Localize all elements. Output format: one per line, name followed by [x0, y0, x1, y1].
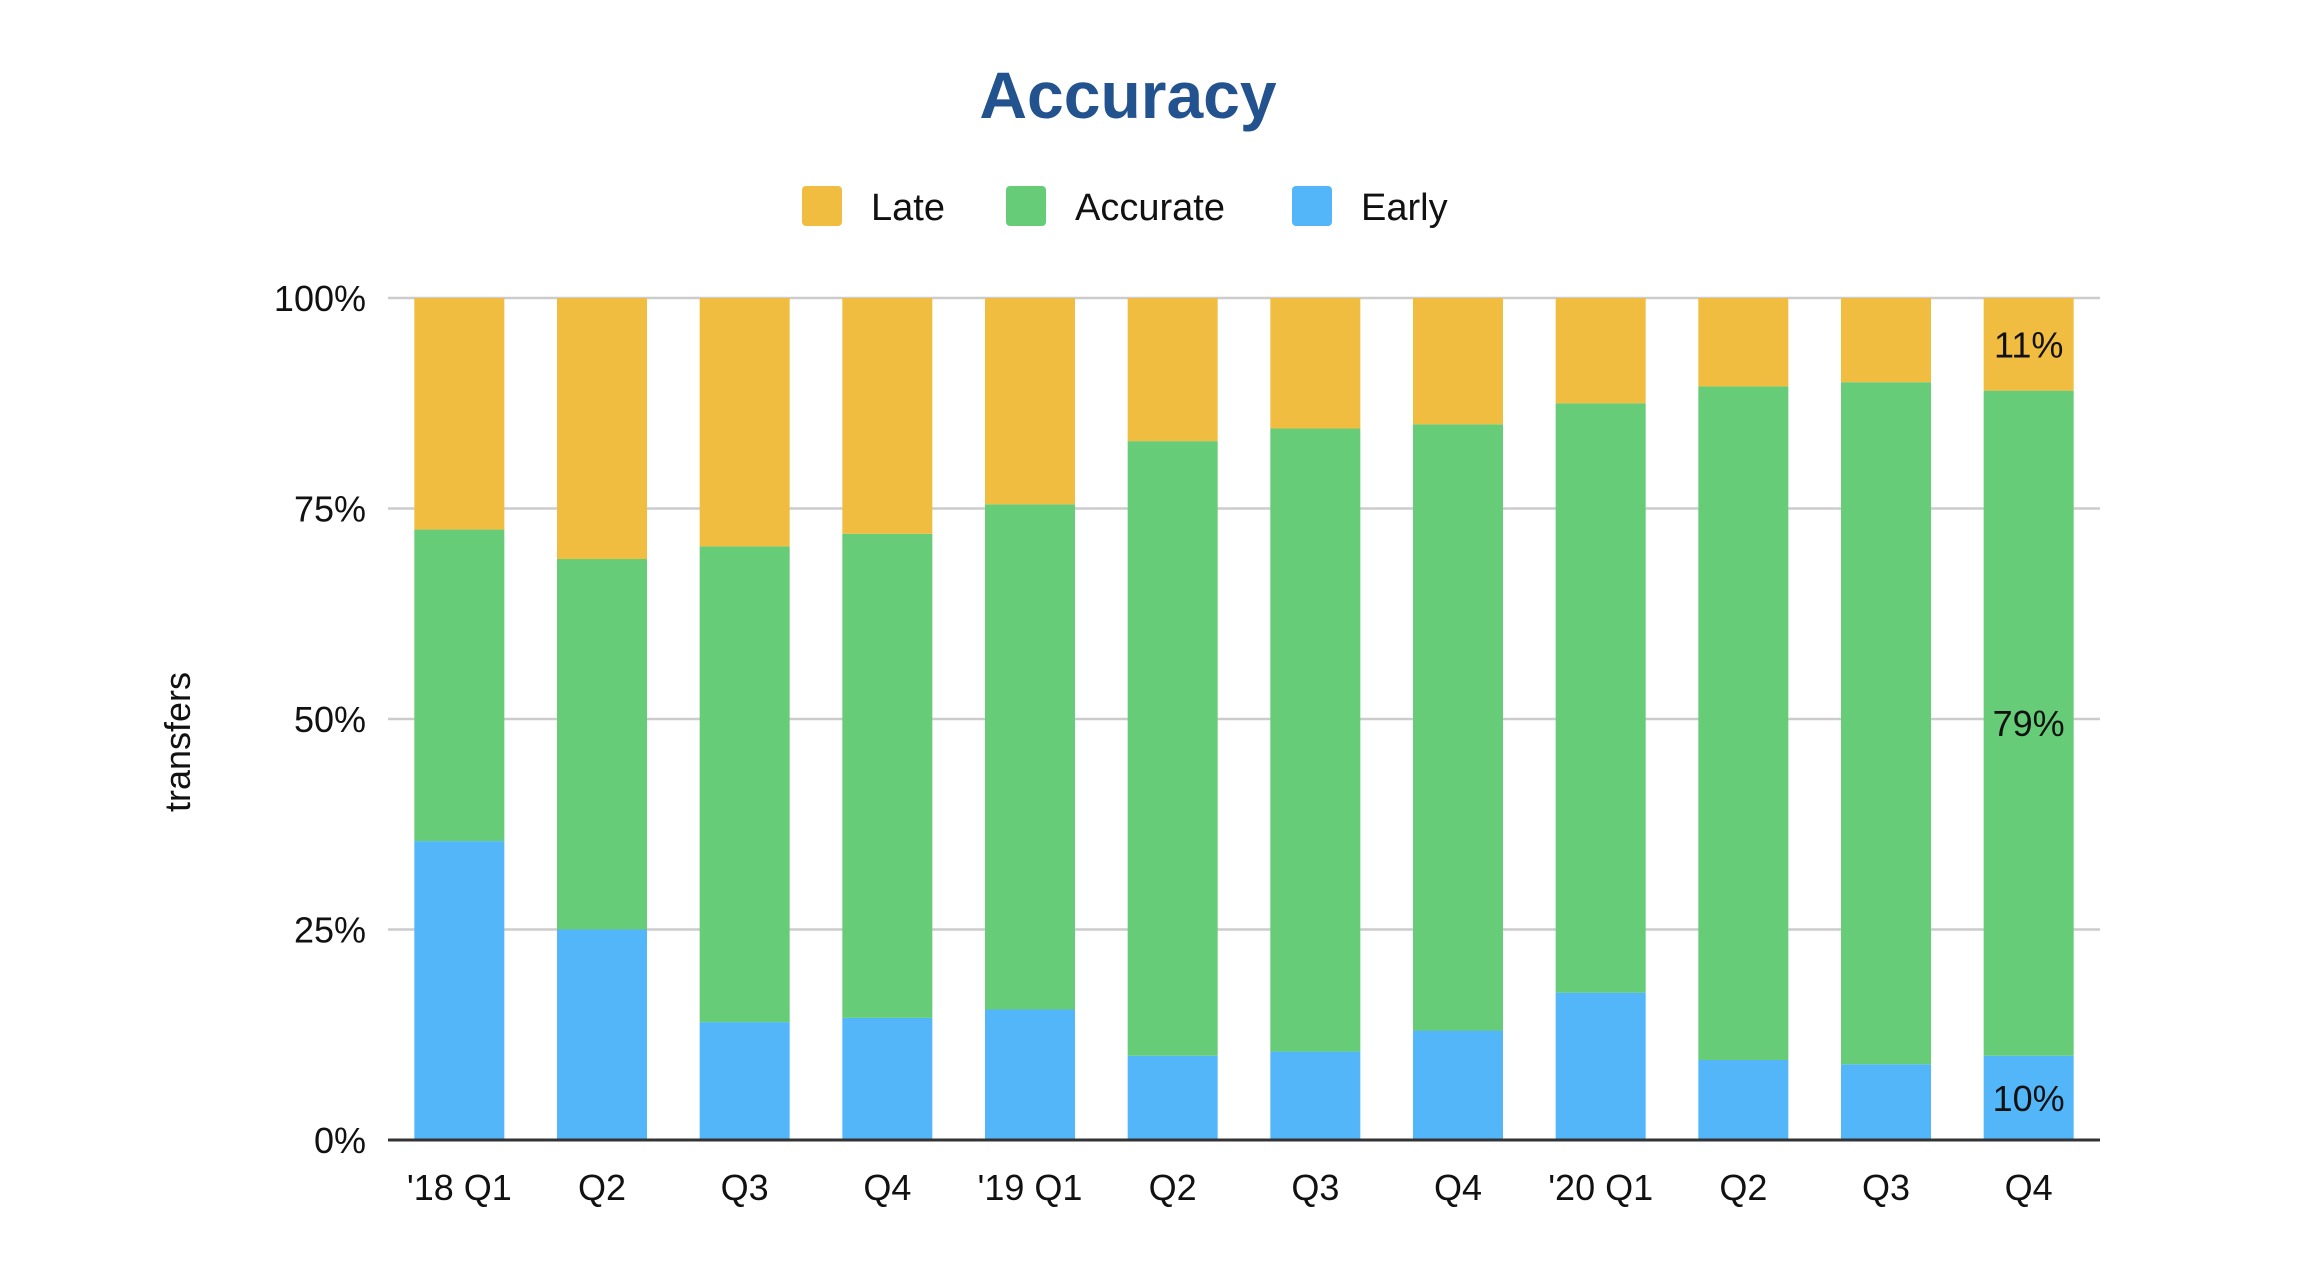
y-axis-label: transfers — [157, 672, 198, 812]
x-tick-label: '20 Q1 — [1548, 1167, 1653, 1208]
x-tick-label: Q4 — [863, 1167, 911, 1208]
legend-swatch — [1006, 186, 1046, 226]
data-labels: 11% 79% 10% — [1993, 324, 2065, 1119]
legend-item-accurate: Accurate — [1006, 186, 1225, 229]
bar-segment-early — [699, 1022, 790, 1140]
bar-segment-late — [699, 298, 790, 547]
bar-segment-accurate — [1555, 403, 1646, 993]
y-tick-label: 50% — [294, 699, 366, 740]
bar-segment-accurate — [842, 533, 933, 1018]
bar-segment-accurate — [1270, 428, 1361, 1052]
x-tick-label: Q3 — [1862, 1167, 1910, 1208]
bar-segment-late — [1698, 298, 1789, 387]
legend-label: Accurate — [1075, 187, 1225, 229]
legend-label: Late — [871, 187, 945, 229]
x-tick-label: Q2 — [1149, 1167, 1197, 1208]
legend-label: Early — [1361, 187, 1448, 229]
bar-segment-late — [1555, 298, 1646, 404]
bars — [414, 298, 2074, 1140]
legend-item-late: Late — [802, 186, 945, 229]
bar-segment-early — [1270, 1051, 1361, 1140]
x-tick-label: Q2 — [578, 1167, 626, 1208]
x-tick-label: '19 Q1 — [978, 1167, 1083, 1208]
y-tick-label: 75% — [294, 489, 366, 530]
legend-swatch — [1292, 186, 1332, 226]
bar-segment-early — [1983, 1055, 2074, 1140]
gridlines — [388, 296, 2100, 931]
x-tick-label: Q2 — [1719, 1167, 1767, 1208]
bar-segment-early — [842, 1017, 933, 1140]
bar-segment-early — [1841, 1064, 1931, 1140]
legend-swatch — [802, 186, 842, 226]
bar-segment-late — [985, 298, 1075, 505]
bar-segment-late — [842, 298, 933, 534]
bar-segment-late — [1841, 298, 1931, 383]
legend-item-early: Early — [1292, 186, 1448, 229]
x-tick-label: Q4 — [1434, 1167, 1482, 1208]
bar-segment-early — [1413, 1030, 1503, 1140]
bar-segment-late — [557, 298, 647, 560]
bar-segment-early — [1555, 992, 1646, 1140]
y-tick-label: 100% — [274, 278, 366, 319]
bar-segment-accurate — [699, 546, 790, 1023]
x-tick-label: '18 Q1 — [407, 1167, 512, 1208]
y-axis-tick-labels: 0% 25% 50% 75% 100% — [274, 278, 366, 1161]
bar-segment-accurate — [1413, 424, 1503, 1031]
x-tick-label: Q4 — [2005, 1167, 2053, 1208]
bar-segment-late — [1983, 298, 2074, 391]
bar-segment-early — [414, 841, 505, 1140]
x-tick-label: Q3 — [721, 1167, 769, 1208]
chart-title: Accuracy — [979, 58, 1276, 132]
bar-segment-early — [1698, 1060, 1789, 1140]
data-label: 79% — [1993, 703, 2065, 744]
bar-segment-accurate — [1841, 382, 1931, 1065]
bar-segment-accurate — [414, 529, 505, 842]
bar-segment-accurate — [1698, 386, 1789, 1061]
x-tick-label: Q3 — [1291, 1167, 1339, 1208]
x-axis-tick-labels: '18 Q1 Q2 Q3 Q4 '19 Q1 Q2 Q3 Q4 '20 Q1 Q2 Q3 Q4 — [407, 1167, 2053, 1208]
y-tick-label: 0% — [314, 1120, 366, 1161]
data-label: 10% — [1993, 1078, 2065, 1119]
bar-segment-late — [1413, 298, 1503, 425]
bar-segment-late — [414, 298, 505, 530]
data-label: 11% — [1994, 324, 2063, 365]
bar-segment-early — [985, 1009, 1075, 1140]
bar-segment-accurate — [557, 559, 647, 930]
bar-segment-late — [1127, 298, 1218, 442]
bar-segment-accurate — [1983, 390, 2074, 1056]
legend: Late Accurate Early — [802, 186, 1448, 229]
bar-segment-late — [1270, 298, 1361, 429]
bar-segment-accurate — [1127, 441, 1218, 1056]
bar-segment-early — [1127, 1055, 1218, 1140]
y-tick-label: 25% — [294, 910, 366, 951]
bar-segment-early — [557, 929, 647, 1140]
bar-segment-accurate — [985, 504, 1075, 1010]
